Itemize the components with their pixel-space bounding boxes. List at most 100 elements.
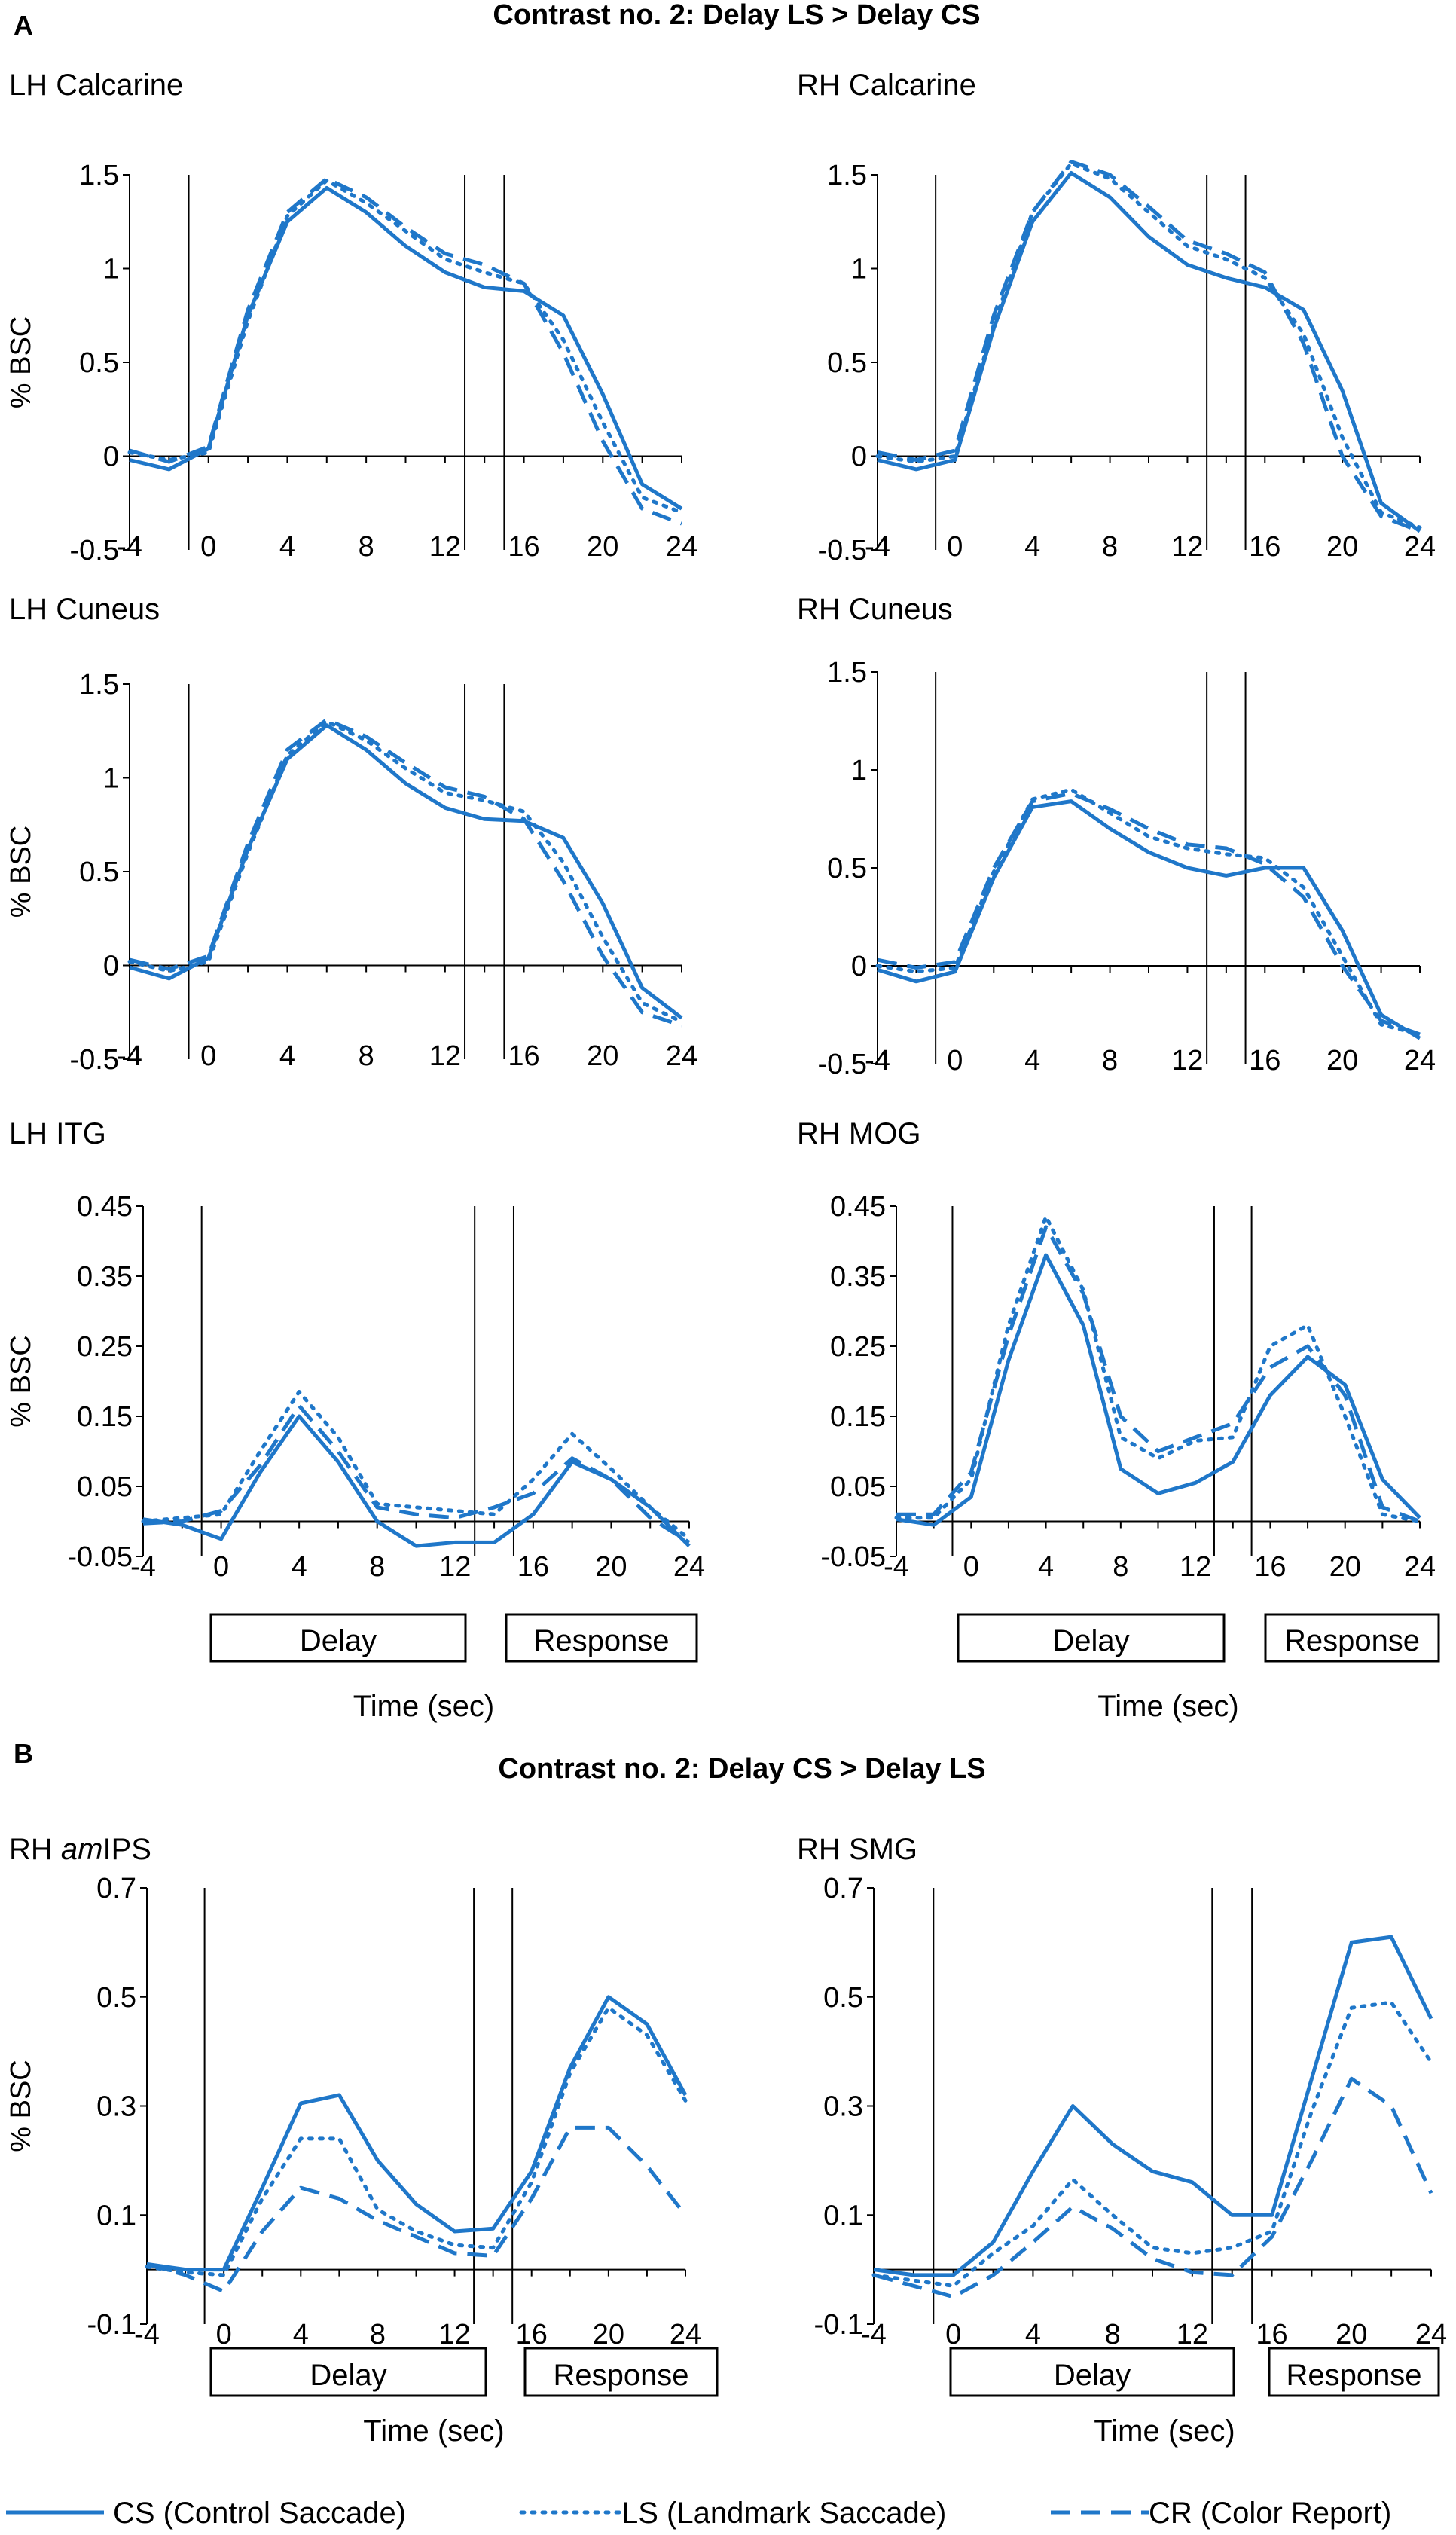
chart-title-part: am xyxy=(61,1833,103,1866)
x-tick-label: 4 xyxy=(292,1551,307,1583)
x-tick-label: 16 xyxy=(1249,1045,1280,1077)
y-tick-label: -0.1 xyxy=(814,2309,863,2341)
delay-box xyxy=(209,2347,487,2397)
x-tick-label: 24 xyxy=(666,531,697,563)
y-tick-label: 0.1 xyxy=(823,2200,863,2231)
delay-box xyxy=(209,1613,467,1663)
legend-label-ls: LS (Landmark Saccade) xyxy=(621,2497,946,2530)
delay-box-label: Delay xyxy=(1054,2359,1131,2392)
x-tick-label: 24 xyxy=(1404,1551,1436,1583)
chart-title: RH SMG xyxy=(797,1833,917,1866)
y-tick-label: 0.5 xyxy=(827,853,867,884)
y-tick-label: 1.5 xyxy=(827,160,867,191)
chart-title: RH amIPS xyxy=(9,1833,151,1866)
y-tick-label: 0.3 xyxy=(823,2091,863,2123)
y-tick-label: 0.5 xyxy=(79,347,119,379)
y-axis-label: % BSC xyxy=(5,316,37,408)
chart-2: LH Cuneus -0.5 0 0.5 1 1.5 % BSC -4 0 4 8 12 16 20 24 xyxy=(5,593,697,1076)
x-tick-label: 4 xyxy=(1038,1551,1054,1583)
x-tick-label: 24 xyxy=(666,1040,697,1072)
y-tick-label: 0.25 xyxy=(77,1331,133,1363)
series-line-ls xyxy=(145,2005,688,2277)
series-line-cr xyxy=(142,1403,691,1544)
x-tick-label: 8 xyxy=(1102,1045,1118,1077)
chart-6: RH amIPS -0.1 0.1 0.3 0.5 0.7 % BSC -4 0 4 8 12 16 20… xyxy=(5,1833,701,2350)
x-tick-label: 8 xyxy=(1113,1551,1128,1583)
series-line-cr xyxy=(877,160,1421,533)
y-tick-label: 0.1 xyxy=(96,2200,136,2231)
y-tick-label: 1 xyxy=(103,763,119,795)
chart-title-part: RH Cuneus xyxy=(797,593,953,626)
x-tick-label: 12 xyxy=(438,2319,470,2350)
x-tick-label: 12 xyxy=(1180,1551,1211,1583)
series-line-cr xyxy=(896,1225,1421,1523)
chart-title: LH Calcarine xyxy=(9,69,183,102)
y-tick-label: 1.5 xyxy=(827,657,867,689)
y-tick-label: 0.45 xyxy=(77,1191,133,1223)
x-tick-label: 12 xyxy=(439,1551,471,1583)
x-tick-label: 24 xyxy=(673,1551,705,1583)
x-tick-label: 4 xyxy=(1024,531,1040,563)
x-tick-label: 4 xyxy=(1024,1045,1040,1077)
legend: CS (Control Saccade) LS (Landmark Saccade… xyxy=(6,2497,1391,2530)
x-tick-label: 8 xyxy=(370,2319,386,2350)
chart-title-part: LH Calcarine xyxy=(9,69,183,102)
y-tick-label: 0.35 xyxy=(77,1261,133,1293)
x-tick-label: 20 xyxy=(1335,2319,1367,2350)
epoch-boxes: Delay Response Time (sec) xyxy=(209,2347,719,2448)
x-tick-label: 20 xyxy=(1326,1045,1358,1077)
y-tick-label: 0.5 xyxy=(827,347,867,379)
legend-label-cs: CS (Control Saccade) xyxy=(113,2497,406,2530)
y-tick-label: 0.05 xyxy=(830,1471,886,1503)
y-tick-label: 0.05 xyxy=(77,1471,133,1503)
series-line-cr xyxy=(129,176,682,526)
x-tick-label: 12 xyxy=(1171,1045,1203,1077)
delay-box xyxy=(949,2347,1235,2397)
x-tick-label: -4 xyxy=(117,531,142,563)
series-line-ls xyxy=(875,161,1422,530)
x-tick-label: 0 xyxy=(963,1551,979,1583)
x-tick-label: 20 xyxy=(595,1551,627,1583)
response-box-label: Response xyxy=(553,2359,688,2392)
chart-title-part: RH Calcarine xyxy=(797,69,976,102)
epoch-boxes: Delay Response Time (sec) xyxy=(209,1613,698,1723)
x-tick-label: 12 xyxy=(429,1040,461,1072)
y-tick-label: 1 xyxy=(851,755,867,786)
x-tick-label: 0 xyxy=(945,2319,961,2350)
response-box xyxy=(1268,2347,1440,2397)
y-axis-label: % BSC xyxy=(5,826,37,918)
x-tick-label: 0 xyxy=(200,531,216,563)
series-line-cs xyxy=(873,1935,1433,2277)
y-tick-label: -0.5 xyxy=(70,535,119,567)
chart-4: LH ITG -0.05 0.05 0.15 0.25 0.35 0.45 % BSC -4 0 4… xyxy=(5,1117,705,1583)
x-tick-label: 12 xyxy=(429,531,461,563)
y-tick-label: -0.1 xyxy=(87,2309,136,2341)
series-line-cs xyxy=(146,1995,688,2272)
y-tick-label: 1.5 xyxy=(79,160,119,191)
x-tick-label: 8 xyxy=(1102,531,1118,563)
x-tick-label: 20 xyxy=(1326,531,1358,563)
x-tick-label: 16 xyxy=(1254,1551,1286,1583)
response-box xyxy=(1264,1613,1440,1663)
series-line-ls xyxy=(127,719,684,1024)
x-tick-label: 8 xyxy=(359,531,374,563)
delay-box xyxy=(957,1613,1226,1663)
series-line-cs xyxy=(129,723,683,1020)
x-tick-label: 8 xyxy=(1105,2319,1121,2350)
delay-box-label: Delay xyxy=(1052,1624,1129,1657)
y-tick-label: -0.5 xyxy=(70,1044,119,1076)
y-tick-label: 1 xyxy=(103,254,119,286)
y-tick-label: 0 xyxy=(851,951,867,982)
chart-title: RH MOG xyxy=(797,1117,920,1150)
x-tick-label: 4 xyxy=(279,531,295,563)
y-tick-label: 0.45 xyxy=(830,1191,886,1223)
x-tick-label: 16 xyxy=(517,1551,549,1583)
x-tick-label: 8 xyxy=(369,1551,385,1583)
x-tick-label: 24 xyxy=(1415,2319,1447,2350)
response-box xyxy=(523,2347,719,2397)
series-line-ls xyxy=(141,1390,691,1541)
series-line-cs xyxy=(877,171,1421,533)
x-tick-label: -4 xyxy=(117,1040,142,1072)
x-tick-label: 12 xyxy=(1177,2319,1208,2350)
